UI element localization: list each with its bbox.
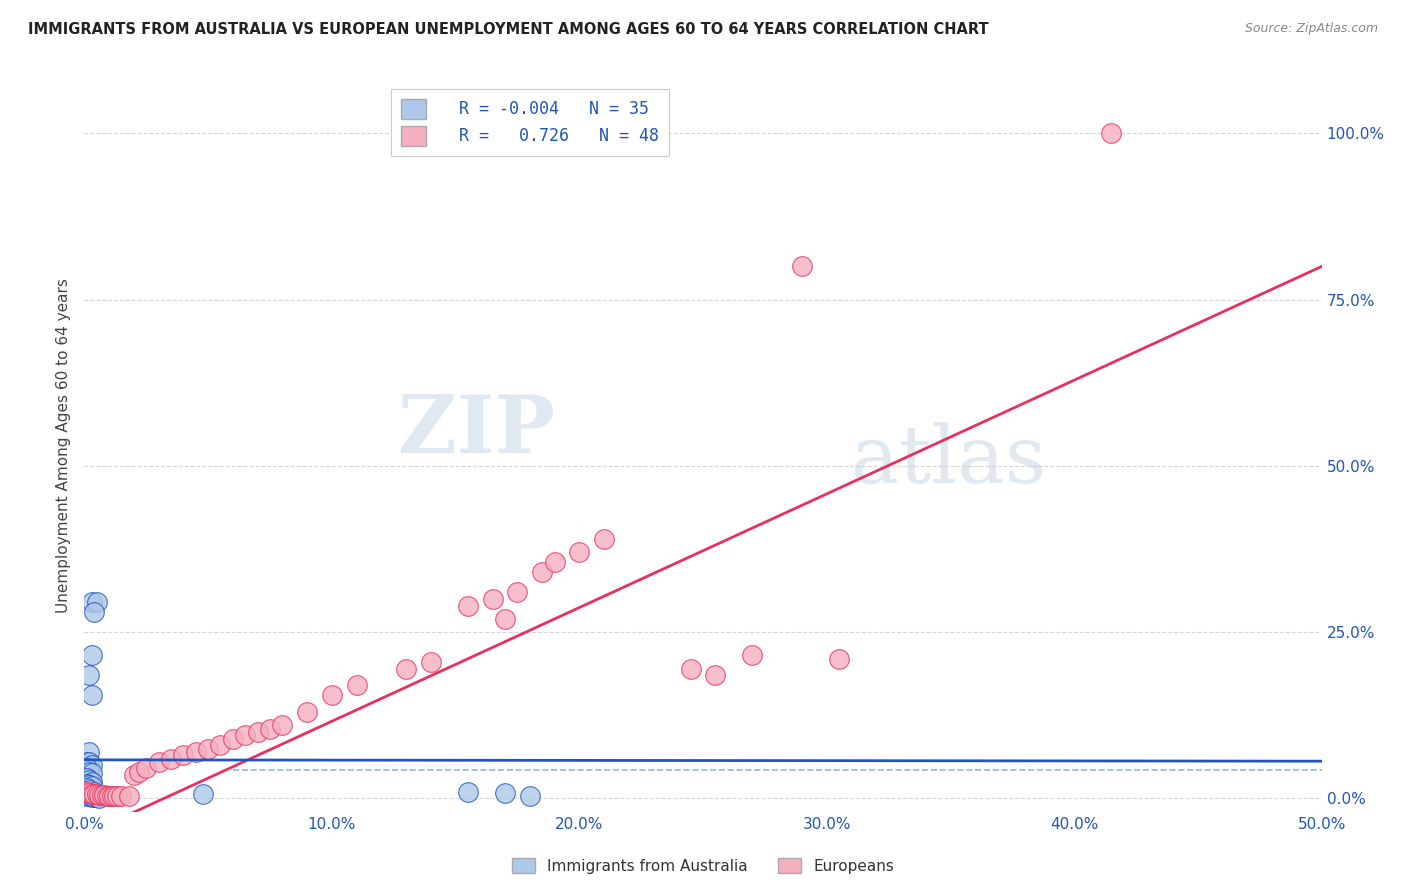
Point [80,758,103,772]
Point [519,789,541,803]
Point [419,655,441,669]
Point [100,789,122,803]
Point [96,789,118,803]
Point [90,788,112,802]
Point [568,545,591,559]
Point [79,778,101,792]
Point [531,566,554,580]
Point [80,766,103,780]
Point [395,662,418,676]
Point [197,741,219,756]
Point [118,789,141,804]
Point [1099,127,1122,141]
Point [259,722,281,736]
Legend: Immigrants from Australia, Europeans: Immigrants from Australia, Europeans [506,852,900,880]
Point [741,648,763,663]
Point [543,555,565,569]
Point [481,591,503,606]
Point [346,678,368,692]
Point [103,789,125,804]
Point [76,777,98,791]
Point [679,662,702,676]
Point [222,731,245,746]
Point [83,605,105,619]
Point [86,788,108,802]
Point [79,787,101,801]
Point [457,599,479,613]
Point [76,785,98,799]
Point [704,668,727,682]
Point [76,762,98,776]
Point [160,751,183,765]
Point [76,781,98,796]
Point [506,585,529,599]
Point [80,780,103,794]
Point [494,612,516,626]
Point [184,745,207,759]
Y-axis label: Unemployment Among Ages 60 to 64 years: Unemployment Among Ages 60 to 64 years [56,278,72,614]
Point [79,786,101,800]
Point [233,728,256,742]
Point [80,689,103,703]
Point [89,790,111,805]
Point [83,788,105,802]
Point [148,755,170,769]
Point [271,718,294,732]
Point [80,595,103,609]
Point [593,532,616,546]
Text: ZIP: ZIP [398,392,554,470]
Text: Source: ZipAtlas.com: Source: ZipAtlas.com [1244,22,1378,36]
Point [83,785,105,799]
Point [79,772,101,787]
Point [128,764,150,779]
Point [110,789,132,804]
Point [80,648,103,663]
Point [790,260,813,274]
Point [89,788,111,802]
Point [76,786,98,800]
Text: IMMIGRANTS FROM AUSTRALIA VS EUROPEAN UNEMPLOYMENT AMONG AGES 60 TO 64 YEARS COR: IMMIGRANTS FROM AUSTRALIA VS EUROPEAN UN… [28,22,988,37]
Point [122,768,145,782]
Point [79,789,101,804]
Point [295,705,318,719]
Point [828,652,851,666]
Point [494,786,516,800]
Point [79,782,101,797]
Legend:   R = -0.004   N = 35,   R =   0.726   N = 48: R = -0.004 N = 35, R = 0.726 N = 48 [391,88,669,156]
Point [86,595,108,609]
Point [76,755,98,769]
Point [76,772,98,786]
Text: atlas: atlas [852,422,1046,500]
Point [98,789,121,803]
Point [86,790,108,805]
Point [191,788,214,802]
Point [80,787,103,801]
Point [209,738,232,752]
Point [80,788,103,802]
Point [79,745,101,759]
Point [76,789,98,803]
Point [321,689,343,703]
Point [93,788,115,802]
Point [135,762,157,776]
Point [79,764,101,779]
Point [80,790,103,805]
Point [105,789,128,804]
Point [79,755,101,769]
Point [172,748,194,763]
Point [457,785,479,799]
Point [79,668,101,682]
Point [80,774,103,789]
Point [246,725,269,739]
Point [83,790,105,805]
